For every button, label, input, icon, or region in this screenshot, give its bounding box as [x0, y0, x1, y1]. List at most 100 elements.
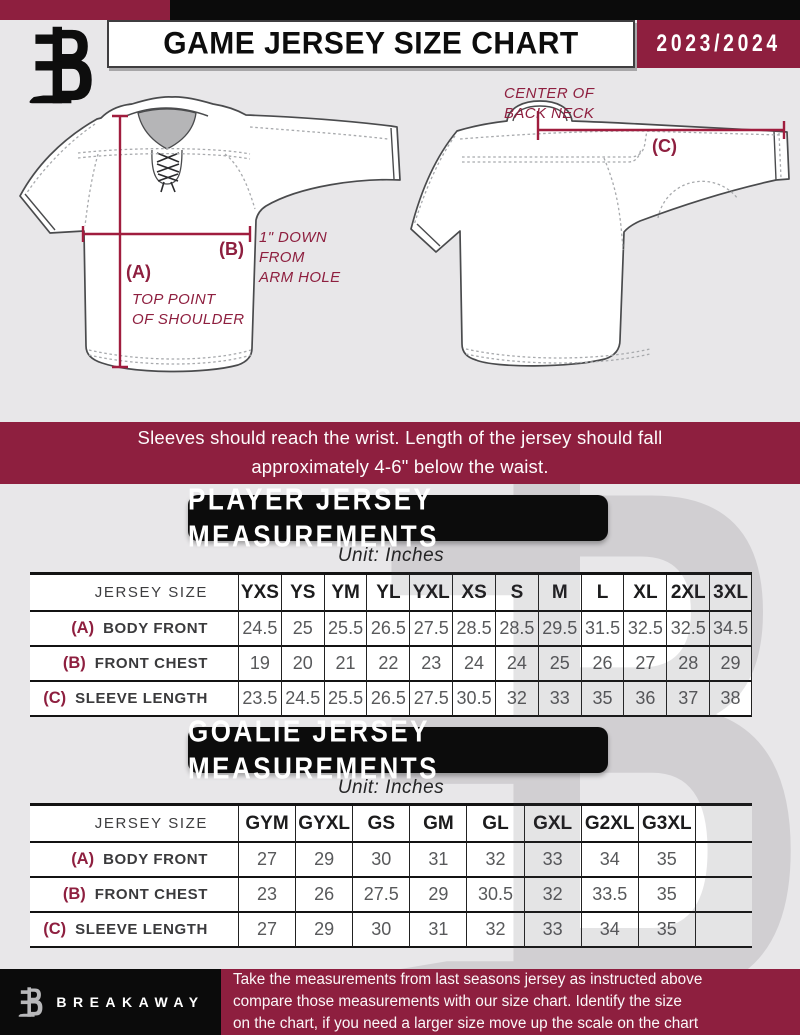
- footer-line: on the chart, if you need a larger size …: [233, 1014, 699, 1032]
- note-center-back-neck: CENTER OF BACK NECK: [504, 84, 594, 124]
- row-label-text: FRONT CHEST: [94, 655, 208, 672]
- goalie-section-banner: GOALIE JERSEY MEASUREMENTS: [188, 713, 608, 785]
- measurement-cell: 27.5: [409, 612, 453, 647]
- row-label: (C) SLEEVE LENGTH: [30, 913, 238, 948]
- measurement-cell: 23.5: [238, 682, 281, 717]
- note-top-point-of-shoulder: TOP POINT OF SHOULDER: [132, 290, 244, 330]
- measurement-cell: 34.5: [709, 612, 752, 647]
- player-measurements-table: JERSEY SIZE YXS YS YM YL YXL XS S M L XL 2XL 3XL (A) B…: [30, 572, 752, 717]
- footer-line: Take the measurements from last seasons …: [233, 971, 703, 989]
- size-column-header: 3XL: [709, 575, 752, 612]
- measurement-cell: 33: [523, 843, 581, 878]
- note-line: CENTER OF: [504, 85, 595, 102]
- measurement-cell: 32: [466, 843, 524, 878]
- note-line: OF SHOULDER: [132, 310, 245, 328]
- size-column-header: XS: [452, 575, 495, 612]
- jersey-size-corner-header: JERSEY SIZE: [30, 575, 238, 612]
- measurement-cell: 30: [352, 913, 410, 948]
- measurement-cell: 25: [537, 647, 581, 682]
- measurement-cell: 35: [637, 843, 695, 878]
- measurement-cell: 26.5: [366, 682, 410, 717]
- breakaway-b-logo: [29, 26, 92, 104]
- measurement-cell: 31: [409, 913, 467, 948]
- label-c: (C): [652, 136, 677, 156]
- size-column-header: YM: [323, 575, 367, 612]
- measurement-cell: 35: [637, 913, 695, 948]
- measurement-cell: 31.5: [580, 612, 624, 647]
- size-column-header: [694, 806, 752, 843]
- player-section-banner: PLAYER JERSEY MEASUREMENTS: [188, 481, 608, 553]
- measurement-cell: 34: [580, 913, 638, 948]
- row-key: (C): [43, 920, 67, 938]
- measurement-cell: 22: [366, 647, 410, 682]
- measurement-cell: 32: [466, 913, 524, 948]
- size-column-header: GYM: [238, 806, 296, 843]
- footer-brand-block: BREAKAWAY: [0, 969, 221, 1035]
- player-section-title: PLAYER JERSEY MEASUREMENTS: [188, 481, 440, 554]
- goalie-unit-label: Unit: Inches: [337, 777, 445, 798]
- top-bar-maroon: [0, 0, 170, 20]
- size-column-header: GXL: [523, 806, 581, 843]
- measurement-cell: 35: [580, 682, 624, 717]
- back-measure-line: [536, 111, 786, 140]
- measurement-cell: 28.5: [452, 612, 495, 647]
- footer-instructions: Take the measurements from last seasons …: [221, 969, 800, 1035]
- size-column-header: L: [580, 575, 624, 612]
- measurement-cell: 23: [409, 647, 453, 682]
- row-label: (C) SLEEVE LENGTH: [30, 682, 238, 717]
- row-label: (B) FRONT CHEST: [30, 878, 238, 913]
- measurement-cell: 26: [580, 647, 624, 682]
- row-key: (A): [71, 619, 95, 637]
- note-line: TOP POINT: [132, 291, 216, 308]
- measurement-cell: 25.5: [323, 612, 367, 647]
- measurement-cell: 32.5: [666, 612, 710, 647]
- measurement-cell: 21: [323, 647, 367, 682]
- measurement-cell: 29: [295, 843, 353, 878]
- row-label-text: SLEEVE LENGTH: [75, 921, 208, 938]
- measurement-cell: [694, 913, 752, 948]
- size-column-header: GS: [352, 806, 410, 843]
- row-label-text: FRONT CHEST: [94, 886, 208, 903]
- measurement-cell: 33: [537, 682, 581, 717]
- row-key: (B): [62, 654, 86, 672]
- measurement-cell: 20: [280, 647, 324, 682]
- label-b: (B): [219, 239, 244, 259]
- measurement-cell: 24: [452, 647, 495, 682]
- row-label: (A) BODY FRONT: [30, 612, 238, 647]
- season-badge: 2023/2024: [637, 20, 800, 68]
- top-bar-black: [170, 0, 800, 20]
- measurement-cell: 34: [580, 843, 638, 878]
- measurement-cell: 28: [666, 647, 710, 682]
- footer-line: compare those measurements with our size…: [233, 993, 682, 1011]
- fit-instruction-banner: Sleeves should reach the wrist. Length o…: [0, 422, 800, 484]
- measurement-cell: 31: [409, 843, 467, 878]
- breakaway-b-logo-footer: [18, 987, 43, 1017]
- measurement-cell: 38: [709, 682, 752, 717]
- note-arm-hole: 1" DOWN FROM ARM HOLE: [259, 228, 341, 287]
- jersey-diagrams: [19, 96, 790, 373]
- measurement-cell: 30: [352, 843, 410, 878]
- row-label-text: BODY FRONT: [103, 851, 208, 868]
- size-column-header: YS: [280, 575, 324, 612]
- measurement-cell: 32.5: [623, 612, 667, 647]
- back-jersey-diagram: [410, 100, 790, 367]
- player-unit-label: Unit: Inches: [337, 545, 445, 566]
- row-key: (B): [62, 885, 86, 903]
- measurement-cell: 27: [238, 913, 296, 948]
- measurement-cell: 26: [295, 878, 353, 913]
- measurement-cell: 30.5: [466, 878, 524, 913]
- size-column-header: XL: [623, 575, 667, 612]
- measurement-cell: 30.5: [452, 682, 495, 717]
- measurement-cell: 27: [238, 843, 296, 878]
- measurement-cell: 26.5: [366, 612, 410, 647]
- measurement-cell: 29.5: [537, 612, 581, 647]
- size-column-header: 2XL: [666, 575, 710, 612]
- measurement-cell: 36: [623, 682, 667, 717]
- size-column-header: YXS: [238, 575, 281, 612]
- size-column-header: G2XL: [580, 806, 638, 843]
- note-line: ARM HOLE: [259, 268, 341, 286]
- measurement-cell: 32: [494, 682, 538, 717]
- measurement-cell: 33: [523, 913, 581, 948]
- measurement-cell: 35: [637, 878, 695, 913]
